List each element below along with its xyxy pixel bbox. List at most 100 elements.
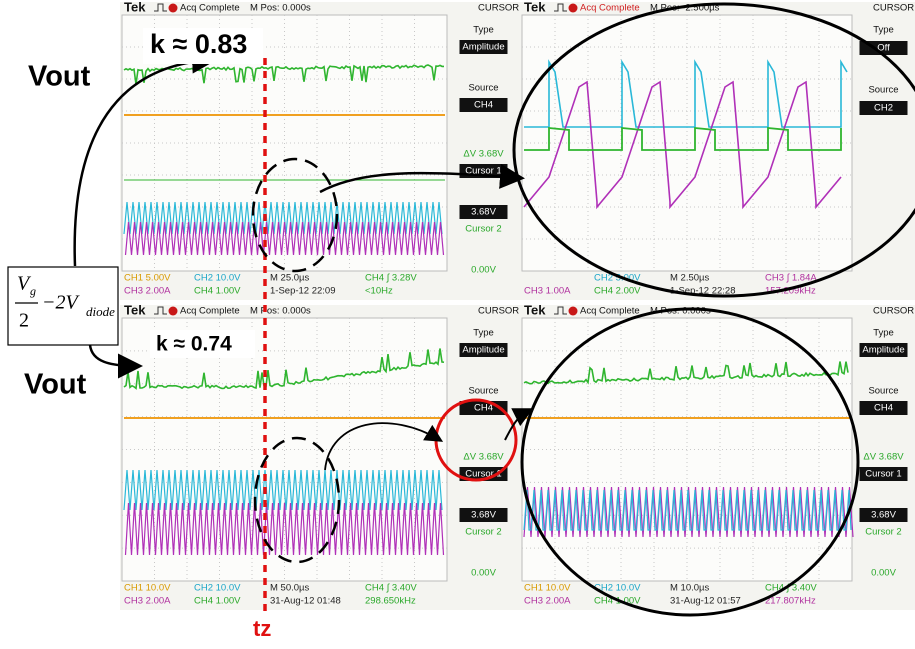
footer-text: CH1 10.0V xyxy=(124,583,171,594)
menu-text: ΔV 3.68V xyxy=(863,452,904,463)
menu-box xyxy=(859,508,908,522)
waveform xyxy=(523,361,849,385)
waveform xyxy=(523,489,852,531)
menu-text: CH2 xyxy=(874,103,893,114)
k-label: k ≈ 0.74 xyxy=(156,333,232,356)
header-text: CURSOR xyxy=(873,3,914,14)
waveform xyxy=(524,59,848,128)
acq-dot xyxy=(168,3,178,13)
menu-text: 3.68V xyxy=(471,207,496,218)
waveform xyxy=(123,469,443,511)
formula-text: 2 xyxy=(19,310,29,332)
annotations: k ≈ 0.83 k ≈ 0.74 Vout Vout tz V g 2 −2V… xyxy=(7,2,915,641)
arrow xyxy=(504,408,534,441)
footer-text: 298.650kHz xyxy=(365,596,416,607)
menu-text: Source xyxy=(868,85,898,96)
header-text: Tek xyxy=(124,0,146,14)
trigger-icon xyxy=(554,306,567,315)
menu-box xyxy=(859,467,908,481)
menu-text: Type xyxy=(473,25,494,36)
header-text: Acq Complete xyxy=(180,3,240,14)
waveform xyxy=(123,64,444,85)
footer-text: CH1 5.00V xyxy=(124,273,171,284)
menu-text: CH4 xyxy=(474,403,493,414)
footer-text: CH1 10.0V xyxy=(524,583,571,594)
scope-screen: Tek Acq Complete M Pos: 0.000s CURSOR Type Am… xyxy=(520,302,915,610)
menu-text: Amplitude xyxy=(462,345,504,356)
scope-screen: Tek Acq Complete M Pos: -2.500µs CURSORType… xyxy=(520,0,915,300)
footer-text: 31-Aug-12 01:48 xyxy=(270,596,341,607)
footer-text: CH4 ∫ 3.28V xyxy=(365,273,417,284)
footer-text: 1-Sep-12 22:09 xyxy=(270,286,336,297)
footer-text: M 10.0µs xyxy=(670,583,710,594)
footer-text: CH2 10.0V xyxy=(194,273,241,284)
zoom-circle-bottom xyxy=(520,307,860,617)
vout-label: Vout xyxy=(24,369,87,401)
zoom-region-top xyxy=(251,157,339,273)
menu-box xyxy=(859,343,908,357)
menu-text: 0.00V xyxy=(471,265,496,276)
menu-text: Source xyxy=(468,83,498,94)
header-text: Tek xyxy=(524,302,546,317)
footer-text: CH3 2.00A xyxy=(124,596,171,607)
menu-text: 0.00V xyxy=(871,568,896,579)
header-text: CURSOR xyxy=(478,306,519,317)
acq-dot xyxy=(168,306,178,316)
footer-text: <10Hz xyxy=(365,286,393,297)
menu-text: Off xyxy=(877,43,890,54)
menu-box xyxy=(459,343,508,357)
menu-text: Cursor 1 xyxy=(865,469,901,480)
arrow xyxy=(73,48,217,267)
footer-text: CH4 2.00V xyxy=(594,286,641,297)
label-bg xyxy=(143,28,263,64)
footer-text: CH2 5.00V xyxy=(594,273,641,284)
footer-text: 217.807kHz xyxy=(765,596,816,607)
footer-text: CH3 1.00A xyxy=(524,286,571,297)
formula-text: V xyxy=(17,273,32,295)
menu-box xyxy=(459,98,508,112)
menu-text: 3.68V xyxy=(471,510,496,521)
waveform xyxy=(124,221,445,256)
formula-text: g xyxy=(30,284,36,298)
footer-text: CH2 10.0V xyxy=(594,583,641,594)
waveform xyxy=(524,127,842,151)
header-text: Tek xyxy=(524,0,546,14)
footer-text: CH3 2.00A xyxy=(124,286,171,297)
formula-text: −2V xyxy=(42,292,80,314)
formula: V g 2 −2V diode xyxy=(7,266,119,346)
menu-text: Source xyxy=(468,386,498,397)
arrow xyxy=(88,344,143,379)
menu-text: Cursor 1 xyxy=(465,469,501,480)
header-text: Tek xyxy=(124,302,146,317)
footer-text: 1-Sep-12 22:28 xyxy=(670,286,736,297)
menu-text: CH4 xyxy=(474,100,493,111)
acq-dot xyxy=(568,306,578,316)
menu-box xyxy=(459,467,508,481)
header-text: M Pos: 0.000s xyxy=(250,3,311,14)
trigger-icon xyxy=(154,3,167,12)
menu-text: Amplitude xyxy=(462,42,504,53)
footer-text: CH2 10.0V xyxy=(194,583,241,594)
label-bg xyxy=(150,330,255,358)
footer-text: CH4 ∫ 3.40V xyxy=(365,583,417,594)
menu-text: Cursor 2 xyxy=(465,224,501,235)
arrow xyxy=(319,163,525,194)
tz-label: tz xyxy=(253,616,271,641)
menu-text: 3.68V xyxy=(871,510,896,521)
footer-text: M 2.50µs xyxy=(670,273,710,284)
formula-text: diode xyxy=(86,304,115,319)
header-text: CURSOR xyxy=(873,306,914,317)
header-text: Acq Complete xyxy=(580,306,640,317)
menu-text: Amplitude xyxy=(862,345,904,356)
menu-text: 0.00V xyxy=(471,568,496,579)
menu-text: Cursor 2 xyxy=(865,527,901,538)
waveform xyxy=(124,502,445,556)
header-text: Acq Complete xyxy=(180,306,240,317)
header-text: Acq Complete xyxy=(580,3,640,14)
footer-text: CH4 ∫ 3.40V xyxy=(765,583,817,594)
header-text: CURSOR xyxy=(478,3,519,14)
menu-text: Type xyxy=(873,328,894,339)
footer-text: 31-Aug-12 01:57 xyxy=(670,596,741,607)
footer-text: 157.209kHz xyxy=(765,286,816,297)
menu-box xyxy=(859,101,908,115)
